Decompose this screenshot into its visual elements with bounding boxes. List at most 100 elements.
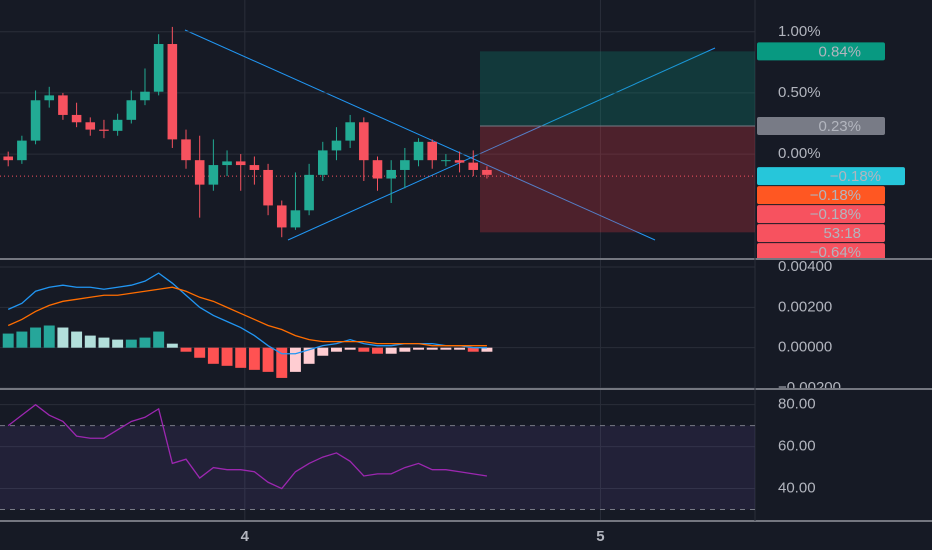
price-badge-label: −0.18%	[830, 168, 881, 185]
candle-body	[263, 169, 273, 206]
histogram-bar	[262, 347, 274, 372]
price-badge-label: 0.84%	[818, 43, 861, 60]
price-badge	[757, 243, 885, 258]
histogram-bar	[426, 347, 438, 350]
y-tick-label: 0.00%	[778, 145, 821, 162]
histogram-bar	[166, 343, 178, 348]
candle-body	[3, 156, 13, 161]
x-tick-label: 4	[241, 528, 250, 545]
histogram-bar	[30, 327, 42, 348]
histogram-bar	[481, 347, 493, 352]
histogram-bar	[153, 331, 165, 348]
histogram-bar	[467, 347, 479, 352]
histogram-bar	[57, 327, 69, 348]
histogram-bar	[112, 339, 124, 348]
candle-body	[345, 122, 355, 141]
histogram-bar	[413, 347, 425, 350]
candle-body	[194, 160, 205, 185]
histogram-bar	[317, 347, 329, 356]
histogram-bar	[207, 347, 219, 364]
candle-body	[17, 140, 27, 161]
price-badge	[757, 205, 885, 224]
candle-body	[181, 139, 191, 161]
histogram-bar	[303, 347, 315, 364]
candle-body	[276, 205, 287, 228]
histogram-bar	[194, 347, 206, 358]
target-zone	[480, 51, 755, 126]
candle-body	[58, 95, 68, 115]
histogram-bar	[2, 333, 14, 348]
candle-body	[44, 95, 55, 101]
macd-line	[7, 286, 487, 347]
x-tick-label: 5	[596, 528, 604, 545]
histogram-bar	[344, 347, 356, 350]
candle-body	[386, 169, 396, 179]
candle-body	[400, 160, 410, 170]
trend-line	[287, 47, 716, 241]
price-badge-label: −0.18%	[810, 206, 861, 223]
price-badge-label: −0.64%	[810, 244, 861, 261]
candle-body	[454, 160, 465, 163]
panel: 80.00 60.00 40.00	[0, 396, 816, 511]
candle-body	[235, 161, 246, 166]
histogram-bar	[235, 347, 247, 368]
candle-body	[331, 140, 342, 151]
y-tick-label: 40.00	[778, 480, 816, 497]
histogram-bar	[276, 347, 288, 378]
candle-body	[167, 44, 178, 140]
price-badge	[757, 167, 905, 186]
price-badge	[757, 224, 885, 243]
candle-body	[482, 169, 492, 175]
y-tick-label: 60.00	[778, 438, 816, 455]
histogram-bar	[221, 347, 233, 366]
histogram-bar	[71, 331, 83, 348]
y-tick-label: 0.00200	[778, 298, 832, 315]
histogram-bar	[43, 325, 55, 348]
histogram-bar	[399, 347, 411, 352]
histogram-bar	[440, 347, 452, 350]
candle-body	[413, 141, 424, 161]
candle-body	[71, 114, 82, 123]
rsi-line	[7, 403, 488, 490]
candle-body	[318, 150, 328, 175]
candle-body	[140, 91, 150, 101]
price-badge-label: 0.23%	[818, 118, 861, 135]
histogram-bar	[84, 335, 96, 348]
drawings	[184, 29, 716, 241]
y-tick-label: 1.00%	[778, 23, 821, 40]
candle-body	[427, 141, 437, 161]
histogram-bar	[454, 347, 466, 350]
candle-body	[126, 100, 137, 120]
price-badge	[757, 42, 885, 61]
y-tick-label: 80.00	[778, 396, 816, 413]
histogram-bar	[372, 347, 383, 354]
candle-body	[249, 165, 260, 170]
rsi-band	[0, 425, 755, 510]
panel: 1.00% 0.50% 0.00% 0.84% 0.23% −0.18% −0.18% −0.…	[0, 23, 905, 261]
histogram-bar	[330, 347, 342, 352]
price-badge-label: 53:18	[823, 225, 861, 242]
panel: 0.00400 0.00200 0.00000 −0.00200	[0, 260, 841, 396]
y-tick-label: 0.00000	[778, 339, 832, 356]
histogram-bar	[98, 337, 110, 348]
candle-body	[441, 160, 451, 162]
y-tick-label: −0.00200	[778, 379, 841, 396]
histogram-bar	[358, 347, 370, 352]
candle-body	[304, 174, 314, 211]
histogram-bar	[139, 337, 151, 348]
histogram-bar	[248, 347, 260, 370]
histogram-bar	[289, 347, 301, 372]
candle-body	[85, 122, 96, 130]
histogram-bar	[180, 347, 192, 352]
candle-body	[372, 160, 383, 179]
stop-zone	[480, 125, 755, 233]
candle-body	[30, 100, 41, 141]
trend-line	[184, 29, 656, 241]
candle-body	[359, 122, 369, 161]
histogram-bar	[125, 339, 137, 348]
price-badge	[757, 116, 885, 135]
price-badge-label: −0.18%	[810, 187, 861, 204]
candle-body	[112, 119, 123, 131]
